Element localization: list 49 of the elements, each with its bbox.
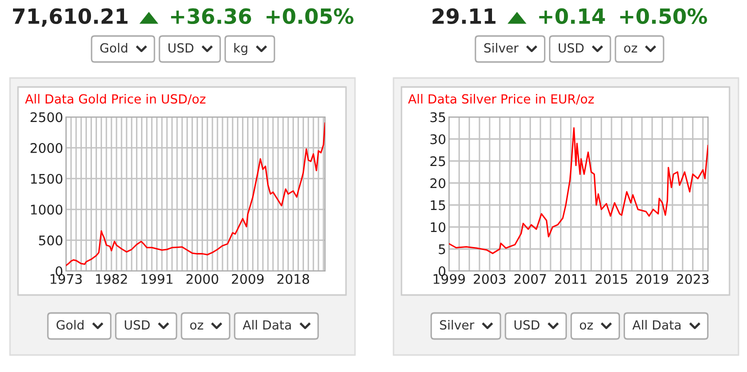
text: USD: [514, 320, 540, 330]
y-tick-label: 15: [430, 200, 446, 210]
text: All Data: [632, 320, 680, 330]
text: oz: [190, 322, 204, 330]
x-tick-label: 1973: [50, 274, 82, 284]
text: +36.36: [171, 8, 252, 24]
y-tick-label: 20: [430, 178, 446, 188]
line-series: [66, 122, 325, 266]
text: oz: [580, 322, 593, 330]
text: All Data: [242, 320, 291, 330]
x-tick-label: 2015: [596, 274, 628, 284]
x-tick-label: 2007: [514, 274, 546, 284]
text: Gold: [100, 42, 128, 53]
x-tick-label: 2000: [186, 274, 218, 284]
y-tick-label: 2000: [30, 143, 62, 153]
x-tick-label: 2003: [474, 274, 506, 284]
text: USD: [558, 43, 584, 53]
chart-title: All Data Gold Price in USD/oz: [25, 94, 206, 105]
y-tick-label: 1000: [31, 204, 62, 215]
text: +0.50%: [620, 8, 708, 24]
chart-title: All Data Silver Price in EUR/oz: [408, 94, 594, 105]
x-tick-label: 2023: [676, 274, 708, 284]
y-tick-label: 500: [39, 235, 62, 246]
text: Silver: [440, 320, 474, 330]
y-tick-label: 30: [430, 134, 446, 144]
y-tick-label: 35: [430, 112, 446, 122]
text: +0.14: [539, 8, 605, 24]
text: 71,610.21: [13, 8, 128, 27]
text: 29.11: [432, 8, 496, 24]
x-tick-label: 1991: [142, 274, 172, 284]
x-tick-label: 1999: [434, 274, 465, 284]
y-tick-label: 2500: [30, 112, 62, 122]
x-tick-label: 1982: [96, 274, 127, 284]
line-series: [449, 127, 708, 254]
text: oz: [624, 45, 638, 53]
y-tick-label: 1500: [31, 174, 62, 184]
text: USD: [168, 43, 194, 53]
y-tick-label: 5: [438, 244, 446, 254]
x-tick-label: 2019: [636, 274, 668, 284]
x-tick-label: 2011: [555, 274, 586, 284]
y-tick-label: 25: [430, 156, 446, 166]
y-tick-label: 10: [430, 222, 446, 232]
x-tick-label: 2009: [232, 274, 264, 284]
text: Gold: [56, 320, 84, 330]
text: kg: [234, 42, 248, 56]
x-tick-label: 2018: [277, 274, 310, 284]
text: USD: [124, 320, 150, 330]
text: Silver: [484, 42, 519, 53]
text: +0.05%: [266, 8, 354, 24]
